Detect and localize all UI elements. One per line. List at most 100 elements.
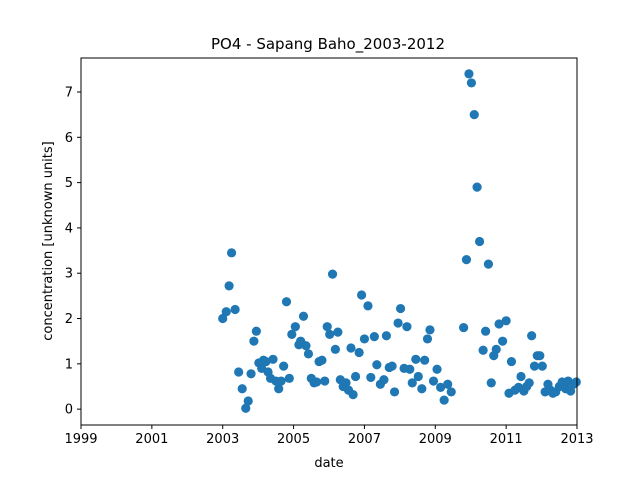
data-point [354,347,364,358]
data-point [372,360,382,370]
data-point [261,356,271,367]
data-points [218,69,581,413]
x-tick-label: 2011 [490,432,523,447]
data-point [381,331,391,341]
data-point [439,395,449,405]
y-tick-label: 7 [65,85,73,100]
data-point [325,329,335,339]
data-point [287,329,297,339]
data-point [417,384,427,394]
data-point [298,311,309,321]
data-point [472,182,482,192]
data-point [268,354,278,364]
data-point [322,322,332,332]
data-point [389,387,400,397]
data-point [529,361,540,371]
y-axis-label: concentration [unknown units] [41,141,56,340]
chart-title: PO4 - Sapang Baho_2003-2012 [211,35,445,54]
data-point [474,236,485,247]
data-point [498,336,508,346]
data-point [350,371,361,382]
x-tick-label: 1999 [64,432,97,447]
data-point [290,322,300,332]
y-axis-ticks: 0 1 2 3 4 5 6 7 [65,85,81,418]
data-point [402,322,412,332]
data-point [246,369,256,379]
data-point [395,303,406,314]
data-point [224,281,234,291]
data-point [346,343,356,353]
x-tick-label: 2003 [206,432,239,447]
data-point [535,351,545,361]
data-point [366,372,376,383]
data-point [537,361,547,371]
data-point [241,403,251,413]
data-point [234,367,244,377]
x-axis-ticks: 1999 2001 2003 2005 2007 2009 2011 2013 [64,425,594,447]
y-tick-label: 2 [65,312,73,327]
y-tick-label: 3 [65,267,73,282]
data-point [436,382,446,392]
data-point [387,361,397,371]
plot-frame [80,57,578,426]
data-point [491,344,501,354]
data-point [221,307,231,317]
data-point [571,377,581,387]
data-point [459,322,469,333]
data-point [363,301,373,311]
data-point [407,378,417,388]
data-point [249,336,259,346]
y-tick-label: 4 [65,221,73,236]
x-tick-label: 2013 [560,432,593,447]
data-point [226,248,237,258]
data-point [379,375,389,385]
data-point [428,376,439,386]
data-point [405,364,415,374]
data-point [243,396,253,406]
x-tick-label: 2001 [135,432,168,447]
data-point [483,259,494,269]
data-point [237,384,247,394]
data-point [422,334,433,344]
data-point [327,269,338,279]
data-point [425,325,435,335]
data-point [279,361,289,371]
data-point [393,318,403,328]
data-point [516,371,526,382]
data-point [281,297,292,307]
y-tick-label: 1 [65,357,73,372]
data-point [301,341,311,351]
data-point [359,334,370,344]
data-point [312,377,322,387]
data-point [303,349,314,359]
data-point [527,331,537,341]
data-point [494,319,504,329]
data-point [469,110,479,120]
data-point [466,78,477,88]
x-tick-label: 2005 [277,432,310,447]
data-point [506,356,517,367]
x-tick-label: 2007 [348,432,381,447]
data-point [464,69,474,79]
data-point [333,327,343,337]
data-point [478,345,488,355]
data-point [348,390,358,400]
data-point [320,376,330,386]
data-point [218,313,228,324]
data-point [432,364,442,374]
data-point [274,384,284,394]
data-point [461,255,472,265]
data-point [524,378,534,388]
y-tick-label: 5 [65,176,73,191]
data-point [443,379,453,389]
x-tick-label: 2009 [419,432,452,447]
data-point [251,326,261,336]
data-point [317,355,327,365]
y-tick-label: 6 [65,131,73,146]
data-point [411,354,421,364]
data-point [420,355,430,365]
x-axis-label: date [314,456,343,471]
data-point [501,316,511,326]
y-tick-label: 0 [65,403,73,418]
